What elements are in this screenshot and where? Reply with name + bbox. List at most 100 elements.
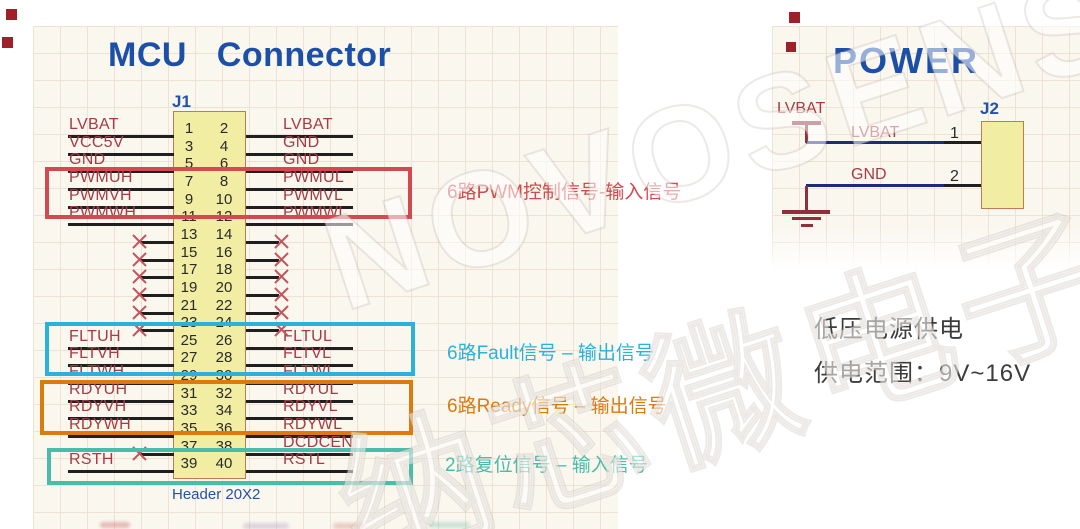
net-label-right: LVBAT <box>283 116 333 133</box>
pin-number: 26 <box>215 332 233 349</box>
pin-number: 19 <box>180 279 198 296</box>
net-label-left: FLTUH <box>69 328 121 345</box>
pwm-group-box <box>45 167 412 219</box>
j2-pin1-stub <box>944 141 982 144</box>
net-label-right: DCDCEN <box>283 434 354 451</box>
pin-number: 31 <box>180 385 198 402</box>
net-label-right: FLTVL <box>283 345 332 362</box>
mcu-connector-title: MCU Connector <box>108 36 392 74</box>
gnd-net-label: GND <box>851 166 887 183</box>
pin-wire <box>141 241 174 244</box>
pin-number: 33 <box>180 402 198 419</box>
pin-wire <box>68 364 174 367</box>
pwm-annotation: 6路PWM控制信号-输入信号 <box>447 182 682 203</box>
pin-wire <box>246 453 353 456</box>
pin-wire <box>141 453 174 456</box>
ready-group-box <box>40 380 413 435</box>
pin-number: 10 <box>215 191 233 208</box>
pin-wire <box>68 153 174 156</box>
pin-wire <box>68 417 174 420</box>
red-corner-mark <box>2 37 13 48</box>
pin-wire <box>141 294 174 297</box>
j2-pin1-number: 1 <box>950 125 959 142</box>
pin-number: 40 <box>215 455 233 472</box>
pin-wire <box>68 188 174 191</box>
pin-wire <box>68 170 174 173</box>
ready-annotation: 6路Ready信号 – 输出信号 <box>447 396 667 417</box>
net-label-right: RSTL <box>283 451 326 468</box>
net-label-right: RDYUL <box>283 381 339 398</box>
fault-annotation: 6路Fault信号 – 输出信号 <box>447 343 654 364</box>
net-label-right: PWMUL <box>283 169 345 186</box>
pin-wire <box>141 329 174 332</box>
j2-pin2-number: 2 <box>950 168 959 185</box>
lvbat-power-port-label: LVBAT <box>777 100 826 117</box>
pin-wire <box>68 206 174 209</box>
net-label-left: RDYUH <box>69 381 128 398</box>
net-label-left: RSTH <box>69 451 114 468</box>
no-connect-x-icon <box>273 269 290 284</box>
cutoff-text-artifact <box>243 523 289 529</box>
power-title: POWER <box>833 40 980 81</box>
cutoff-text-artifact <box>333 523 365 529</box>
pin-wire <box>246 347 353 350</box>
power-note-line1: 低压电源供电 <box>814 316 964 343</box>
pin-number: 27 <box>180 349 198 366</box>
pin-number: 1 <box>184 120 194 137</box>
pin-number: 8 <box>219 173 229 190</box>
pin-wire <box>141 312 174 315</box>
pin-number: 18 <box>215 261 233 278</box>
pin-number: 21 <box>180 297 198 314</box>
pin-number: 2 <box>219 120 229 137</box>
pin-number: 9 <box>184 191 194 208</box>
red-corner-mark <box>786 42 796 52</box>
pin-wire <box>246 135 353 138</box>
reset-annotation: 2路复位信号 – 输入信号 <box>445 455 648 476</box>
pin-number: 39 <box>180 455 198 472</box>
pin-wire <box>246 329 279 332</box>
red-corner-mark <box>6 9 17 20</box>
net-label-left: RDYWH <box>69 416 131 433</box>
pin-wire <box>246 241 279 244</box>
power-bar-stem <box>805 121 808 143</box>
pin-wire <box>141 259 174 262</box>
no-connect-x-icon <box>131 234 148 249</box>
net-label-left: LVBAT <box>69 116 119 133</box>
net-label-left: PWMUH <box>69 169 133 186</box>
pin-wire <box>246 294 279 297</box>
pin-number: 15 <box>180 244 198 261</box>
net-label-right: FLTUL <box>283 328 333 345</box>
pin-number: 4 <box>219 138 229 155</box>
pin-wire <box>246 470 353 473</box>
pin-number: 7 <box>184 173 194 190</box>
net-label-right: RDYVL <box>283 398 338 415</box>
pin-wire <box>246 259 279 262</box>
j2-designator: J2 <box>980 99 999 118</box>
pin-wire <box>246 223 353 226</box>
no-connect-x-icon <box>131 287 148 302</box>
pin-wire <box>246 364 353 367</box>
pin-wire <box>68 435 174 438</box>
no-connect-x-icon <box>131 305 148 320</box>
pin-wire <box>68 400 174 403</box>
pin-number: 32 <box>215 385 233 402</box>
pin-wire <box>68 135 174 138</box>
pin-number: 5 <box>184 155 194 172</box>
pin-wire <box>246 417 353 420</box>
j1-connector-body <box>173 111 246 479</box>
no-connect-x-icon <box>131 252 148 267</box>
gnd-wire <box>806 184 946 187</box>
pin-wire <box>141 276 174 279</box>
gnd-symbol-icon <box>782 210 830 214</box>
pin-wire <box>246 170 353 173</box>
net-label-left: GND <box>69 151 106 168</box>
net-label-right: GND <box>283 151 320 168</box>
pin-wire <box>246 188 353 191</box>
gnd-symbol-bar3 <box>801 224 813 227</box>
net-label-left: FLTVH <box>69 345 120 362</box>
pin-number: 22 <box>215 297 233 314</box>
power-note-line2: 供电范围：9V~16V <box>814 360 1032 387</box>
net-label-left: RDYVH <box>69 398 127 415</box>
reset-group-box <box>47 448 413 485</box>
